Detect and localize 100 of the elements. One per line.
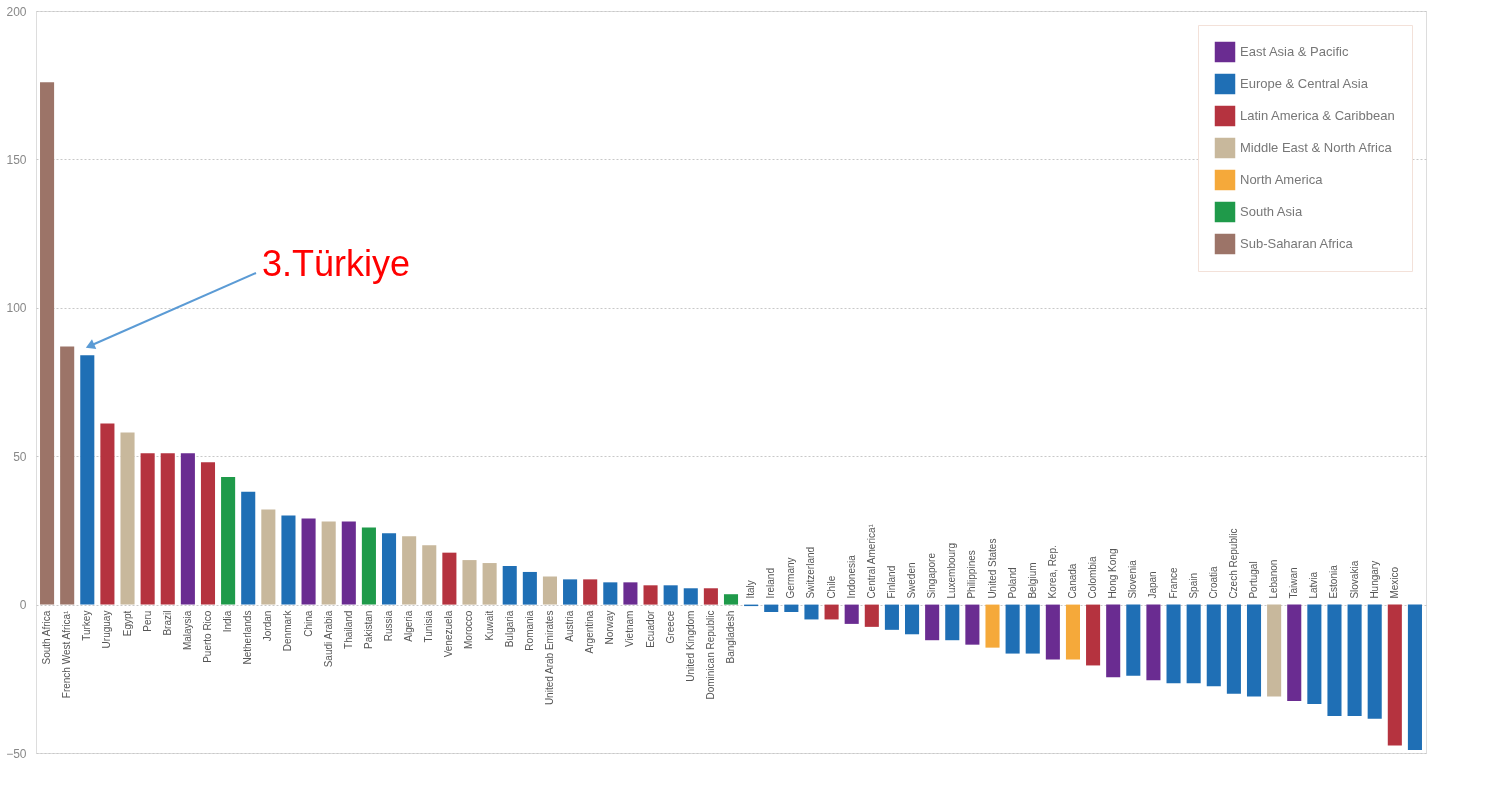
x-tick-label: Brazil xyxy=(161,610,173,636)
bar xyxy=(301,518,316,605)
x-tick-label: Norway xyxy=(604,610,616,645)
x-tick-label: Greece xyxy=(664,610,676,644)
x-tick-label: Finland xyxy=(885,565,897,599)
bar xyxy=(603,582,618,605)
x-tick-label: Japan xyxy=(1147,571,1159,599)
x-tick-label: Tunisia xyxy=(423,610,435,643)
bar xyxy=(784,604,799,613)
y-tick-label: 100 xyxy=(6,301,27,316)
bar xyxy=(1367,604,1382,719)
x-tick-label: Italy xyxy=(745,580,757,599)
x-tick-label: China xyxy=(302,610,314,637)
legend-label: Europe & Central Asia xyxy=(1240,76,1369,91)
bar xyxy=(1307,604,1322,705)
bar xyxy=(804,604,819,620)
bar xyxy=(422,545,437,605)
bar xyxy=(542,576,557,605)
bar xyxy=(1387,604,1402,746)
x-tick-label: Poland xyxy=(1006,567,1018,599)
x-tick-label: Singapore xyxy=(926,552,938,599)
x-tick-label: Netherlands xyxy=(242,610,254,665)
bar xyxy=(140,453,155,605)
bar xyxy=(1347,604,1362,716)
bar xyxy=(1045,604,1060,660)
bar xyxy=(623,582,638,605)
x-tick-label: Romania xyxy=(523,610,535,651)
x-tick-label: United States xyxy=(986,538,998,599)
x-tick-label: Estonia xyxy=(1328,564,1340,599)
x-tick-label: Puerto Rico xyxy=(201,610,213,663)
bar xyxy=(1327,604,1342,716)
x-tick-label: Portugal xyxy=(1248,561,1260,599)
bar xyxy=(381,533,397,605)
x-tick-label: Indonesia xyxy=(845,554,857,599)
annotation: 3.Türkiye xyxy=(262,243,411,284)
bar xyxy=(1106,604,1121,678)
bar xyxy=(221,476,236,605)
bar xyxy=(1166,604,1181,684)
x-tick-label: Korea, Rep. xyxy=(1046,545,1058,599)
bar xyxy=(1186,604,1201,684)
bar xyxy=(663,585,678,605)
bar xyxy=(643,585,658,605)
bar xyxy=(522,571,537,605)
x-tick-label: Pakistan xyxy=(362,610,374,649)
x-tick-label: Latvia xyxy=(1308,571,1320,599)
x-tick-label: Austria xyxy=(564,610,576,642)
bar xyxy=(40,82,55,605)
bar xyxy=(1226,604,1241,694)
x-tick-label: United Kingdom xyxy=(684,610,696,682)
x-tick-label: Algeria xyxy=(403,610,415,642)
bar xyxy=(1025,604,1040,654)
bar xyxy=(1146,604,1161,681)
bar xyxy=(844,604,859,624)
x-tick-label: Ecuador xyxy=(644,609,656,648)
x-tick-label: Taiwan xyxy=(1288,567,1300,599)
x-tick-label: Spain xyxy=(1187,573,1199,599)
x-tick-label: Jordan xyxy=(262,610,274,642)
y-tick-label: 50 xyxy=(13,449,27,464)
bar xyxy=(965,604,980,645)
x-tick-label: Mexico xyxy=(1388,566,1400,599)
bar xyxy=(945,604,960,641)
x-tick-label: South Africa xyxy=(41,610,53,665)
x-tick-label: Vietnam xyxy=(624,610,636,648)
x-tick-label: Peru xyxy=(141,610,153,632)
x-tick-label: France xyxy=(1167,567,1179,599)
bar xyxy=(120,432,135,605)
x-tick-label: Thailand xyxy=(342,610,354,649)
bar xyxy=(402,536,417,605)
y-tick-label: 200 xyxy=(6,4,27,19)
x-tick-label: Philippines xyxy=(966,550,978,599)
x-tick-label: Hungary xyxy=(1368,560,1380,599)
bar xyxy=(200,462,216,605)
x-tick-label: Venezuela xyxy=(443,610,455,658)
legend-label: East Asia & Pacific xyxy=(1240,44,1349,59)
x-tick-label: India xyxy=(222,610,234,633)
bar xyxy=(1086,604,1101,666)
x-tick-label: Germany xyxy=(785,557,797,599)
bar xyxy=(764,604,779,613)
bar xyxy=(723,594,739,605)
bar xyxy=(261,509,276,605)
bar xyxy=(1267,604,1282,697)
x-tick-label: Ireland xyxy=(765,568,777,599)
x-tick-label: Switzerland xyxy=(805,546,817,599)
x-tick-label: Czech Republic xyxy=(1227,528,1239,599)
legend-label: Latin America & Caribbean xyxy=(1240,108,1395,123)
bar xyxy=(1005,604,1020,654)
bar xyxy=(482,563,497,605)
y-tick-label: −50 xyxy=(6,746,27,761)
x-tick-label: Slovenia xyxy=(1127,559,1139,599)
bar xyxy=(180,453,195,605)
bar xyxy=(1407,604,1422,751)
bar xyxy=(321,521,336,605)
bar xyxy=(925,604,940,641)
x-tick-label: Belgium xyxy=(1026,562,1038,599)
bar xyxy=(442,552,457,605)
bar xyxy=(1126,604,1141,676)
x-tick-label: Denmark xyxy=(282,609,294,652)
bar xyxy=(281,515,296,605)
bar xyxy=(703,588,718,605)
bar xyxy=(361,527,376,605)
